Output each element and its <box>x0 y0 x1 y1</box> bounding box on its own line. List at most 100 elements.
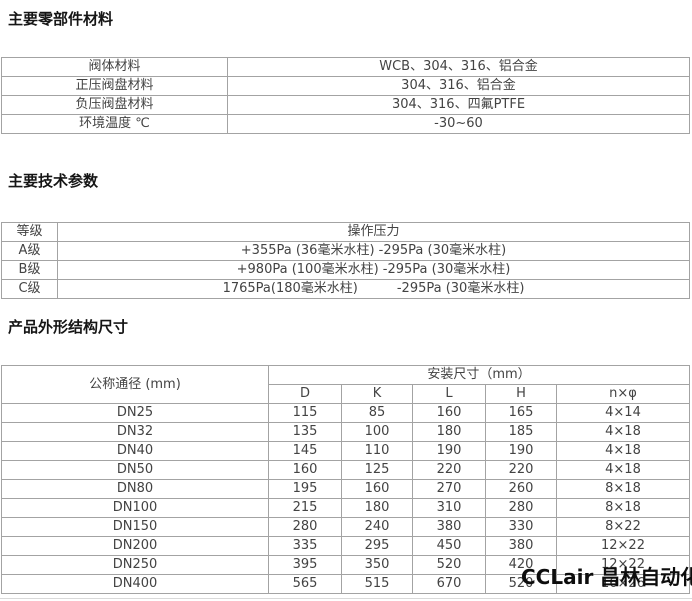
material-label: 负压阀盘材料 <box>1 95 228 115</box>
grade-header: 等级 <box>1 222 58 242</box>
table-row: DN400 565 515 670 520 16×26 <box>1 574 690 594</box>
l-cell: 670 <box>412 574 486 594</box>
grade-cell: B级 <box>1 260 58 280</box>
nphi-cell: 8×18 <box>556 498 690 518</box>
nphi-cell: 8×18 <box>556 479 690 499</box>
k-cell: 110 <box>341 441 413 461</box>
k-cell: 160 <box>341 479 413 499</box>
nominal-diameter-header: 公称通径 (mm) <box>1 365 269 404</box>
d-cell: 565 <box>268 574 342 594</box>
h-cell: 420 <box>485 555 557 575</box>
parameters-table: 等级 操作压力 A级 +355Pa (36毫米水柱) -295Pa (30毫米水… <box>1 222 690 299</box>
table-header-row: 公称通径 (mm) 安装尺寸（mm） <box>1 365 690 404</box>
h-cell: 220 <box>485 460 557 480</box>
material-value: 304、316、四氟PTFE <box>227 95 690 115</box>
dn-cell: DN40 <box>1 441 269 461</box>
pressure-cell: +980Pa (100毫米水柱) -295Pa (30毫米水柱) <box>57 260 690 280</box>
k-cell: 295 <box>341 536 413 556</box>
dn-cell: DN200 <box>1 536 269 556</box>
k-cell: 240 <box>341 517 413 537</box>
install-size-group-header: 安装尺寸（mm） <box>268 365 690 385</box>
table-row: C级 1765Pa(180毫米水柱) -295Pa (30毫米水柱) <box>1 279 690 299</box>
l-cell: 520 <box>412 555 486 575</box>
table-row: DN150 280 240 380 330 8×22 <box>1 517 690 537</box>
k-cell: 85 <box>341 403 413 423</box>
material-label: 正压阀盘材料 <box>1 76 228 96</box>
h-cell: 520 <box>485 574 557 594</box>
dimensions-table: 公称通径 (mm) 安装尺寸（mm） D K L H n×φ DN25 115 … <box>1 365 690 594</box>
material-label: 阀体材料 <box>1 57 228 77</box>
section-title-parameters: 主要技术参数 <box>8 172 99 190</box>
d-cell: 160 <box>268 460 342 480</box>
materials-table: 阀体材料 WCB、304、316、铝合金 正压阀盘材料 304、316、铝合金 … <box>1 57 690 134</box>
d-cell: 145 <box>268 441 342 461</box>
table-row: DN80 195 160 270 260 8×18 <box>1 479 690 499</box>
h-cell: 260 <box>485 479 557 499</box>
h-cell: 330 <box>485 517 557 537</box>
col-header-h: H <box>485 384 557 404</box>
k-cell: 100 <box>341 422 413 442</box>
table-row: 负压阀盘材料 304、316、四氟PTFE <box>1 95 690 115</box>
section-title-dimensions: 产品外形结构尺寸 <box>8 318 129 336</box>
table-row: 阀体材料 WCB、304、316、铝合金 <box>1 57 690 77</box>
pressure-header: 操作压力 <box>57 222 690 242</box>
dn-cell: DN100 <box>1 498 269 518</box>
table-subheader-row: D K L H n×φ <box>2 384 690 404</box>
nphi-cell: 4×18 <box>556 460 690 480</box>
l-cell: 160 <box>412 403 486 423</box>
section-title-materials: 主要零部件材料 <box>8 10 114 28</box>
table-row: 环境温度 ℃ -30~60 <box>1 114 690 134</box>
d-cell: 115 <box>268 403 342 423</box>
nphi-cell: 8×22 <box>556 517 690 537</box>
d-cell: 195 <box>268 479 342 499</box>
l-cell: 310 <box>412 498 486 518</box>
table-row: DN200 335 295 450 380 12×22 <box>1 536 690 556</box>
table-row: B级 +980Pa (100毫米水柱) -295Pa (30毫米水柱) <box>1 260 690 280</box>
h-cell: 190 <box>485 441 557 461</box>
l-cell: 180 <box>412 422 486 442</box>
pressure-cell: 1765Pa(180毫米水柱) -295Pa (30毫米水柱) <box>57 279 690 299</box>
d-cell: 215 <box>268 498 342 518</box>
col-header-l: L <box>412 384 486 404</box>
k-cell: 350 <box>341 555 413 575</box>
col-header-d: D <box>268 384 342 404</box>
nphi-cell: 4×14 <box>556 403 690 423</box>
l-cell: 190 <box>412 441 486 461</box>
table-row: DN250 395 350 520 420 12×22 <box>1 555 690 575</box>
brand-watermark: CCLair 昌林自动化 <box>521 565 692 589</box>
dn-cell: DN50 <box>1 460 269 480</box>
table-row: DN32 135 100 180 185 4×18 <box>1 422 690 442</box>
material-value: WCB、304、316、铝合金 <box>227 57 690 77</box>
table-row: DN100 215 180 310 280 8×18 <box>1 498 690 518</box>
col-header-nphi: n×φ <box>556 384 690 404</box>
l-cell: 270 <box>412 479 486 499</box>
pressure-cell: +355Pa (36毫米水柱) -295Pa (30毫米水柱) <box>57 241 690 261</box>
d-cell: 280 <box>268 517 342 537</box>
h-cell: 185 <box>485 422 557 442</box>
h-cell: 280 <box>485 498 557 518</box>
k-cell: 180 <box>341 498 413 518</box>
h-cell: 165 <box>485 403 557 423</box>
dn-cell: DN80 <box>1 479 269 499</box>
dn-cell: DN250 <box>1 555 269 575</box>
table-row: A级 +355Pa (36毫米水柱) -295Pa (30毫米水柱) <box>1 241 690 261</box>
k-cell: 515 <box>341 574 413 594</box>
nphi-cell: 4×18 <box>556 441 690 461</box>
table-row: DN40 145 110 190 190 4×18 <box>1 441 690 461</box>
nphi-cell: 12×22 <box>556 536 690 556</box>
material-value: 304、316、铝合金 <box>227 76 690 96</box>
d-cell: 335 <box>268 536 342 556</box>
nphi-cell: 16×26 <box>556 574 690 594</box>
l-cell: 450 <box>412 536 486 556</box>
k-cell: 125 <box>341 460 413 480</box>
col-header-k: K <box>341 384 413 404</box>
nphi-cell: 4×18 <box>556 422 690 442</box>
dn-cell: DN150 <box>1 517 269 537</box>
table-row: DN25 115 85 160 165 4×14 <box>1 403 690 423</box>
material-value: -30~60 <box>227 114 690 134</box>
l-cell: 380 <box>412 517 486 537</box>
grade-cell: C级 <box>1 279 58 299</box>
dn-cell: DN25 <box>1 403 269 423</box>
d-cell: 395 <box>268 555 342 575</box>
